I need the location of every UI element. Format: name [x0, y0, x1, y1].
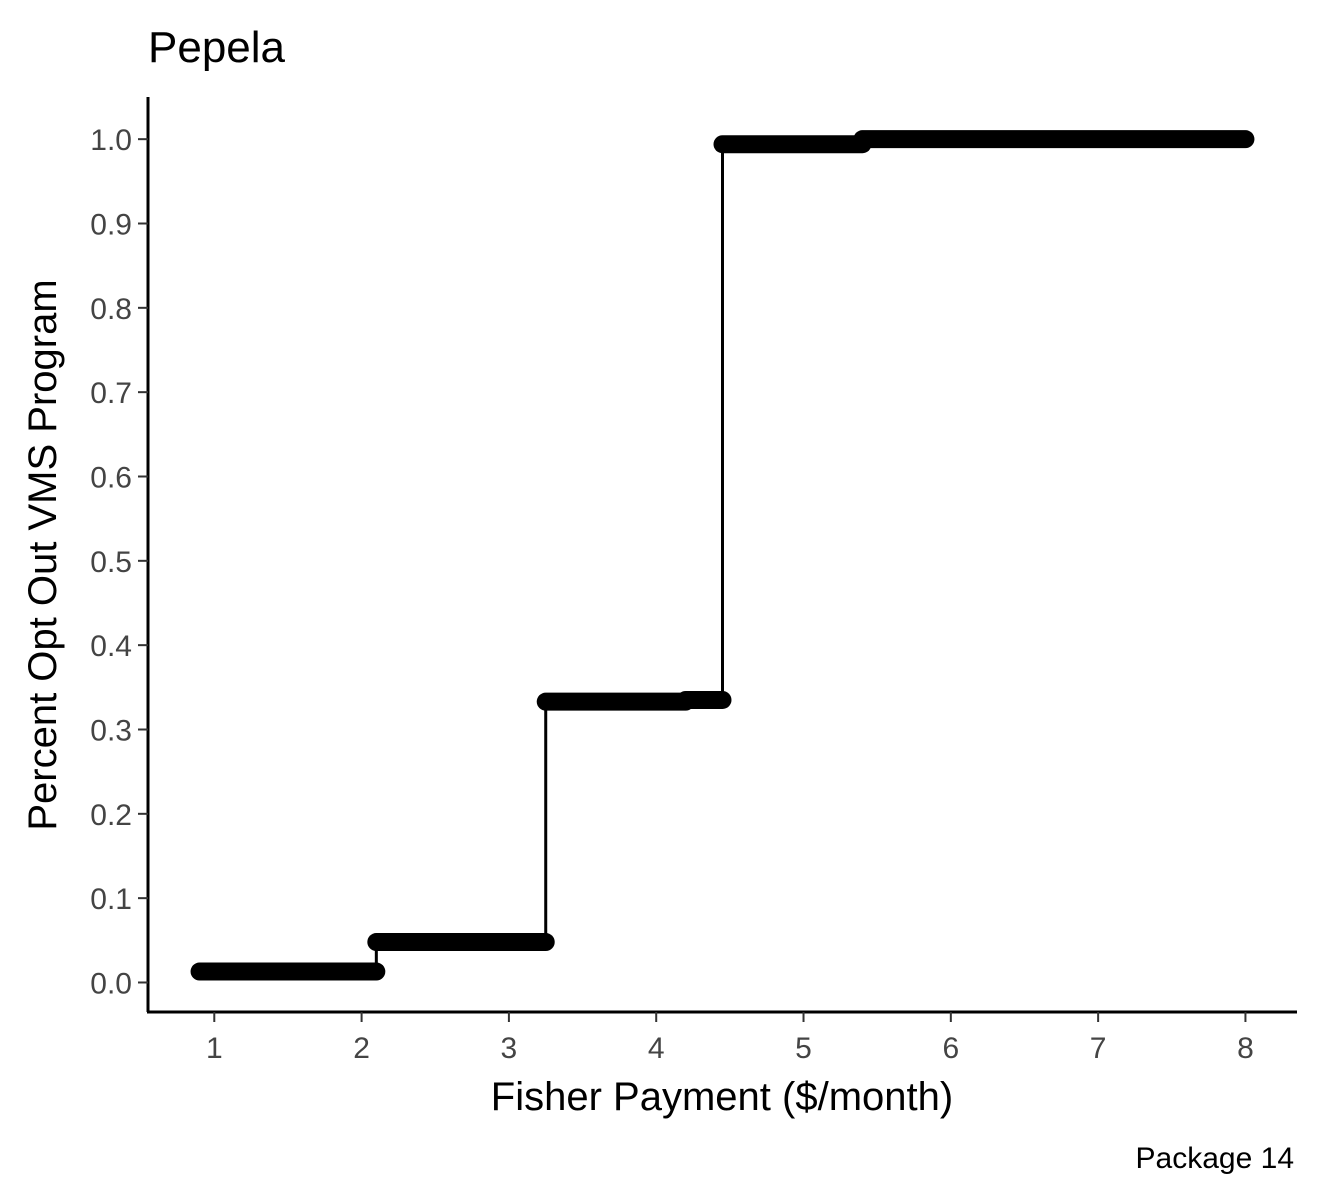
x-tick-label: 8 [1237, 1032, 1254, 1065]
x-tick-label: 7 [1090, 1032, 1107, 1065]
y-tick-label: 1.0 [90, 124, 132, 157]
plot-area [190, 130, 1255, 981]
caption: Package 14 [1136, 1142, 1294, 1175]
x-tick-label: 2 [353, 1032, 370, 1065]
x-tick-label: 3 [501, 1032, 518, 1065]
y-tick-label: 0.5 [90, 546, 132, 579]
y-tick-label: 0.3 [90, 714, 132, 747]
chart-title: Pepela [148, 23, 286, 72]
x-axis-ticks: 1 2 3 4 5 6 7 8 [206, 1012, 1254, 1065]
x-tick-label: 6 [942, 1032, 959, 1065]
y-tick-label: 0.8 [90, 293, 132, 326]
y-axis-ticks: 0.0 0.1 0.2 0.3 0.4 0.5 0.6 0.7 0.8 0.9 1.0 [90, 124, 148, 1000]
x-tick-label: 5 [795, 1032, 812, 1065]
y-tick-label: 0.9 [90, 208, 132, 241]
x-axis-title: Fisher Payment ($/month) [491, 1075, 953, 1119]
x-tick-label: 1 [206, 1032, 223, 1065]
y-tick-label: 0.4 [90, 630, 132, 663]
y-tick-label: 0.7 [90, 377, 132, 410]
step-line [199, 137, 1246, 974]
y-tick-label: 0.0 [90, 967, 132, 1000]
y-tick-label: 0.2 [90, 799, 132, 832]
y-axis-title: Percent Opt Out VMS Program [21, 279, 65, 830]
x-tick-label: 4 [648, 1032, 665, 1065]
y-tick-label: 0.6 [90, 461, 132, 494]
y-tick-label: 0.1 [90, 883, 132, 916]
